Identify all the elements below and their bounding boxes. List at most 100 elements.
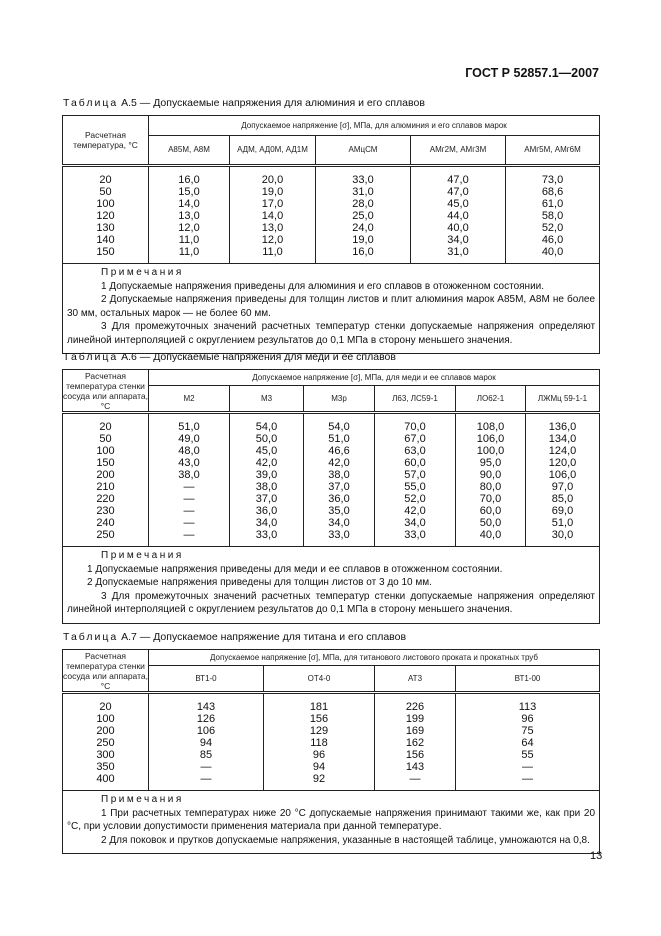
table-row: 100 48,0 45,0 46,6 63,0 100,0 124,0 xyxy=(62,445,600,457)
value-cell: 85 xyxy=(148,749,264,761)
value-cell: 55,0 xyxy=(374,481,456,493)
value-cell: 16,0 xyxy=(148,165,230,186)
value-cell: 20,0 xyxy=(229,165,316,186)
value-cell: 51,0 xyxy=(525,517,600,529)
table-row: 100 126 156 199 96 xyxy=(62,713,601,725)
value-cell: 30,0 xyxy=(525,529,600,547)
value-cell: 12,0 xyxy=(229,234,316,246)
table-row: 20 16,0 20,0 33,0 47,0 73,0 xyxy=(62,165,601,186)
table-row: 100 14,0 17,0 28,0 45,0 61,0 xyxy=(62,198,601,210)
column-header: ЛЖМц 59-1-1 xyxy=(525,385,600,414)
value-cell: — xyxy=(148,493,230,505)
value-cell: — xyxy=(148,529,230,547)
value-cell: 37,0 xyxy=(229,493,304,505)
value-cell: 94 xyxy=(263,761,375,773)
value-cell: 181 xyxy=(263,692,375,713)
value-cell: 45,0 xyxy=(410,198,506,210)
table-row: 130 12,0 13,0 24,0 40,0 52,0 xyxy=(62,222,601,234)
value-cell: 52,0 xyxy=(374,493,456,505)
row-header-cell: Расчетная температура стенки сосуда или … xyxy=(62,369,149,414)
value-cell: 75 xyxy=(454,725,601,737)
value-cell: 16,0 xyxy=(315,246,411,264)
temperature-cell: 220 xyxy=(62,493,149,505)
value-cell: 126 xyxy=(148,713,264,725)
notes-cell: Примечания 1 Допускаемые напряжения приве… xyxy=(61,263,601,354)
caption-text: А.7 — Допускаемое напряжение для титана … xyxy=(121,631,407,643)
value-cell: 106,0 xyxy=(525,469,600,481)
notes-row: Примечания 1 Допускаемые напряжения приве… xyxy=(61,263,601,354)
value-cell: 42,0 xyxy=(374,505,456,517)
table-caption: Таблица А.6 — Допускаемые напряжения для… xyxy=(63,351,396,363)
value-cell: 55 xyxy=(454,749,601,761)
table-a7: Расчетная температура стенки сосуда или … xyxy=(61,649,601,854)
value-cell: 69,0 xyxy=(525,505,600,517)
value-cell: 46,0 xyxy=(504,234,601,246)
header-row: Расчетная температура стенки сосуда или … xyxy=(62,369,600,414)
table-row: 250—33,0 33,0 33,0 40,0 30,0 xyxy=(62,529,600,547)
column-header-row: М2 М3 М3р Л63, ЛС59-1 ЛО62-1 ЛЖМц 59-1-1 xyxy=(63,385,600,414)
value-cell: 11,0 xyxy=(148,246,230,264)
temperature-cell: 100 xyxy=(62,198,149,210)
value-cell: 38,0 xyxy=(303,469,375,481)
table-row: 220—37,0 36,0 52,0 70,0 85,0 xyxy=(62,493,600,505)
value-cell: 17,0 xyxy=(229,198,316,210)
value-cell: 50,0 xyxy=(229,433,304,445)
table-row: 300 85 96 156 55 xyxy=(62,749,601,761)
value-cell: 40,0 xyxy=(504,246,601,264)
table-row: 200 106 129 169 75 xyxy=(62,725,601,737)
value-cell: 14,0 xyxy=(148,198,230,210)
value-cell: 94 xyxy=(148,737,264,749)
value-cell: 63,0 xyxy=(374,445,456,457)
notes-row: Примечания 1 При расчетных температурах н… xyxy=(61,790,601,854)
value-cell: 44,0 xyxy=(410,210,506,222)
group-header-cell: Допускаемое напряжение [σ], МПа, для алю… xyxy=(147,115,601,136)
temperature-cell: 200 xyxy=(62,469,149,481)
value-cell: 90,0 xyxy=(455,469,526,481)
value-cell: 70,0 xyxy=(374,412,456,433)
column-header: АТ3 xyxy=(374,665,456,694)
value-cell: — xyxy=(148,505,230,517)
column-header-row: ВТ1-0 ОТ4-0 АТ3 ВТ1-00 xyxy=(63,665,601,694)
column-header: АМг5М, АМг6М xyxy=(504,135,601,167)
value-cell: 28,0 xyxy=(315,198,411,210)
column-header: АМцСМ xyxy=(315,135,411,167)
column-header: М3р xyxy=(303,385,375,414)
temperature-cell: 230 xyxy=(62,505,149,517)
caption-text: А.5 — Допускаемые напряжения для алюмини… xyxy=(121,97,425,109)
table-a5: Расчетная температура, °С Допускаемое нап… xyxy=(61,115,601,354)
temperature-cell: 20 xyxy=(62,412,149,433)
value-cell: 124,0 xyxy=(525,445,600,457)
value-cell: 25,0 xyxy=(315,210,411,222)
value-cell: 85,0 xyxy=(525,493,600,505)
value-cell: 156 xyxy=(263,713,375,725)
value-cell: 33,0 xyxy=(374,529,456,547)
value-cell: 58,0 xyxy=(504,210,601,222)
value-cell: 33,0 xyxy=(303,529,375,547)
value-cell: 14,0 xyxy=(229,210,316,222)
value-cell: 162 xyxy=(374,737,456,749)
temperature-cell: 20 xyxy=(62,692,149,713)
group-header-cell: Допускаемое напряжение [σ], МПа, для мед… xyxy=(148,369,600,386)
value-cell: — xyxy=(148,761,264,773)
value-cell: 73,0 xyxy=(504,165,601,186)
table-row: 20 51,0 54,0 54,0 70,0 108,0 136,0 xyxy=(62,412,600,433)
table-row: 240—34,0 34,0 34,0 50,0 51,0 xyxy=(62,517,600,529)
value-cell: — xyxy=(454,761,601,773)
value-cell: 60,0 xyxy=(455,505,526,517)
value-cell: 51,0 xyxy=(303,433,375,445)
temperature-cell: 150 xyxy=(62,246,149,264)
value-cell: 70,0 xyxy=(455,493,526,505)
table-caption: Таблица А.5 — Допускаемые напряжения для… xyxy=(63,97,425,109)
value-cell: 40,0 xyxy=(455,529,526,547)
value-cell: 35,0 xyxy=(303,505,375,517)
column-header: Л63, ЛС59-1 xyxy=(374,385,456,414)
value-cell: 118 xyxy=(263,737,375,749)
table-row: 50 49,0 50,0 51,0 67,0 106,0 134,0 xyxy=(62,433,600,445)
value-cell: 57,0 xyxy=(374,469,456,481)
value-cell: 33,0 xyxy=(315,165,411,186)
temperature-cell: 250 xyxy=(62,737,149,749)
temperature-cell: 150 xyxy=(62,457,149,469)
value-cell: 100,0 xyxy=(455,445,526,457)
column-header: АДМ, АД0М, АД1М xyxy=(229,135,316,167)
header-row: Расчетная температура, °С Допускаемое нап… xyxy=(62,115,601,167)
